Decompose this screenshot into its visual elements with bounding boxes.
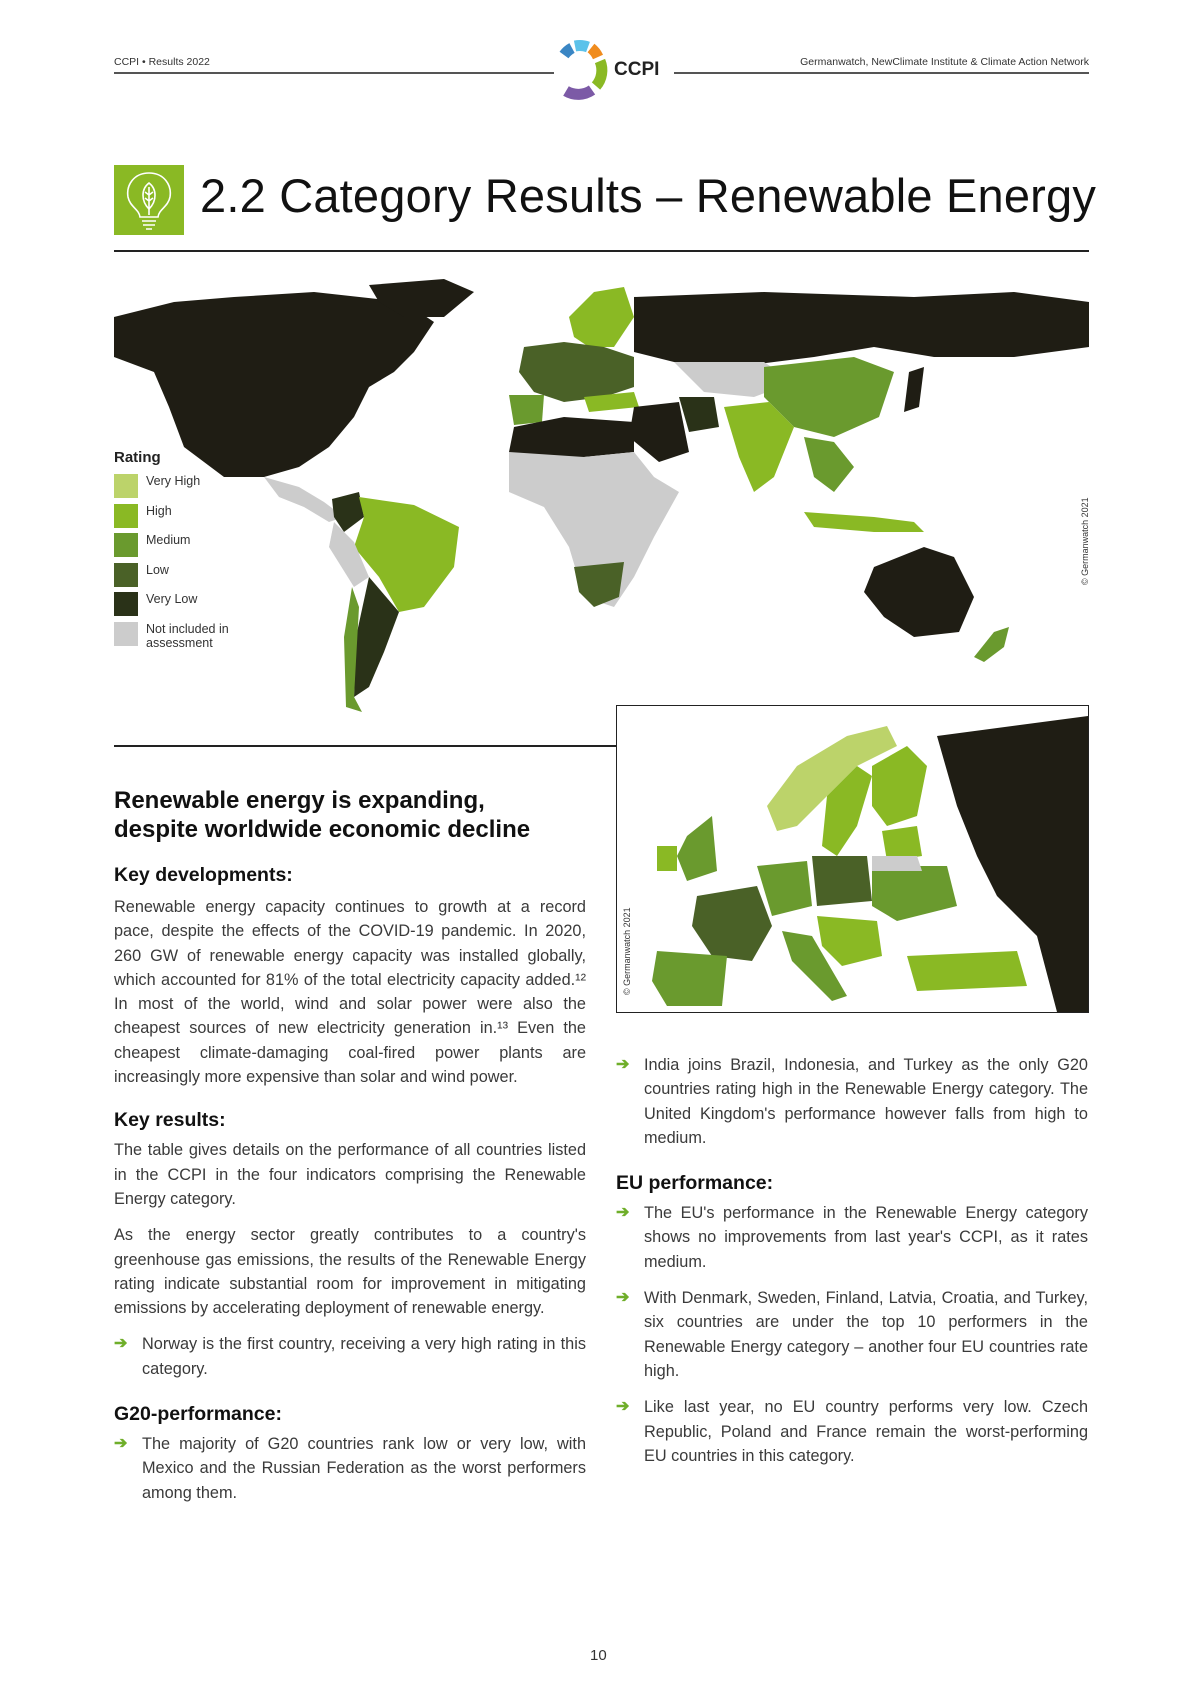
inset-italy	[782, 931, 847, 1001]
key-developments-text: Renewable energy capacity continues to g…	[114, 898, 586, 1087]
map-new-zealand	[974, 627, 1009, 662]
arrow-right-icon: ➔	[616, 1398, 630, 1416]
legend-item-medium: Medium	[114, 533, 241, 563]
inset-turkey	[907, 951, 1027, 991]
legend-title: Rating	[114, 449, 161, 466]
running-header-left: CCPI • Results 2022	[114, 56, 210, 68]
eu-bullet: ➔ The EU's performance in the Renewable …	[616, 1201, 1088, 1274]
page-title: 2.2 Category Results – Renewable Energy	[200, 169, 1097, 222]
legend-swatch	[114, 562, 138, 587]
ccpi-logo	[550, 38, 614, 104]
legend-swatch	[114, 621, 138, 646]
inset-germany	[757, 861, 812, 916]
map-turkey	[584, 392, 639, 412]
map-russia	[634, 292, 1089, 367]
map-middle-east	[629, 402, 689, 462]
legend-item-very-low: Very Low	[114, 592, 241, 622]
eu-bullet: ➔ Like last year, no EU country performs…	[616, 1395, 1088, 1468]
inset-balkans	[817, 916, 882, 966]
world-map	[114, 279, 1089, 712]
map-africa	[509, 452, 679, 607]
map-argentina	[354, 577, 399, 697]
section-rule	[114, 745, 616, 747]
key-results-heading: Key results:	[114, 1109, 226, 1132]
logo-text: CCPI	[614, 59, 660, 80]
eu-performance-heading: EU performance:	[616, 1172, 774, 1195]
europe-inset-map	[616, 705, 1089, 1013]
map-india	[724, 402, 794, 492]
map-china	[764, 357, 894, 437]
inset-belarus	[872, 856, 922, 871]
title-rule	[114, 250, 1089, 252]
legend-swatch	[114, 533, 138, 557]
arrow-right-icon: ➔	[114, 1335, 128, 1353]
map-se-asia	[804, 437, 854, 492]
legend-swatch	[114, 474, 138, 498]
map-brazil	[354, 497, 459, 612]
arrow-right-icon: ➔	[616, 1204, 630, 1222]
map-spain	[509, 395, 544, 425]
inset-finland	[872, 746, 927, 826]
inset-ireland	[657, 846, 677, 871]
ccpi-ring-icon	[559, 40, 608, 100]
inset-ukraine	[872, 866, 957, 921]
inset-france	[692, 886, 772, 961]
inset-copyright: © Germanwatch 2021	[622, 907, 632, 995]
right-column: ➔ India joins Brazil, Indonesia, and Tur…	[616, 1053, 1088, 1468]
inset-russia	[937, 716, 1088, 1012]
map-north-america	[114, 292, 434, 477]
left-column: Renewable energy is expanding, despite w…	[114, 786, 586, 1505]
header-rule-left	[114, 72, 554, 74]
map-west-europe	[519, 342, 634, 402]
map-scandinavia	[569, 287, 634, 347]
map-colombia	[332, 492, 364, 532]
legend-item-very-high: Very High	[114, 474, 241, 504]
legend-item-not-included: Not included in assessment	[114, 621, 241, 652]
running-header-right: Germanwatch, NewClimate Institute & Clim…	[800, 56, 1089, 68]
arrow-right-icon: ➔	[616, 1056, 630, 1073]
key-results-bullet: ➔ Norway is the first country, receiving…	[114, 1332, 586, 1381]
g20-bullet-2: ➔ India joins Brazil, Indonesia, and Tur…	[616, 1053, 1088, 1150]
map-legend: Rating Very High High Medium Low Very Lo…	[114, 449, 241, 651]
header-rule-right	[674, 72, 1089, 74]
key-developments-heading: Key developments:	[114, 864, 293, 886]
map-australia	[864, 547, 974, 637]
inset-poland	[812, 856, 872, 906]
legend-item-low: Low	[114, 562, 241, 593]
key-results-paragraph-2: As the energy sector greatly contributes…	[114, 1226, 586, 1318]
inset-uk	[677, 816, 717, 881]
legend-swatch	[114, 503, 138, 528]
map-peru	[329, 522, 369, 587]
inset-baltics	[882, 826, 922, 861]
key-results-paragraph-1: The table gives details on the performan…	[114, 1141, 586, 1208]
renewable-energy-icon	[114, 165, 184, 235]
map-indonesia	[804, 512, 924, 532]
g20-bullet: ➔ The majority of G20 countries rank low…	[114, 1432, 586, 1505]
map-south-africa	[574, 562, 624, 607]
map-chile	[344, 587, 362, 712]
legend-item-high: High	[114, 503, 241, 534]
inset-norway	[767, 726, 897, 831]
map-japan	[904, 367, 924, 412]
arrow-right-icon: ➔	[616, 1289, 630, 1307]
inset-sweden	[822, 766, 872, 856]
page-number: 10	[590, 1647, 607, 1664]
legend-swatch	[114, 592, 138, 616]
eu-bullet: ➔ With Denmark, Sweden, Finland, Latvia,…	[616, 1286, 1088, 1383]
g20-heading: G20-performance:	[114, 1403, 282, 1426]
map-greenland	[369, 279, 474, 317]
map-iran	[679, 397, 719, 432]
map-copyright: © Germanwatch 2021	[1080, 497, 1090, 585]
inset-spain	[652, 951, 727, 1006]
section-headline: Renewable energy is expanding, despite w…	[114, 787, 531, 843]
arrow-right-icon: ➔	[114, 1435, 128, 1453]
map-central-america	[264, 477, 344, 522]
